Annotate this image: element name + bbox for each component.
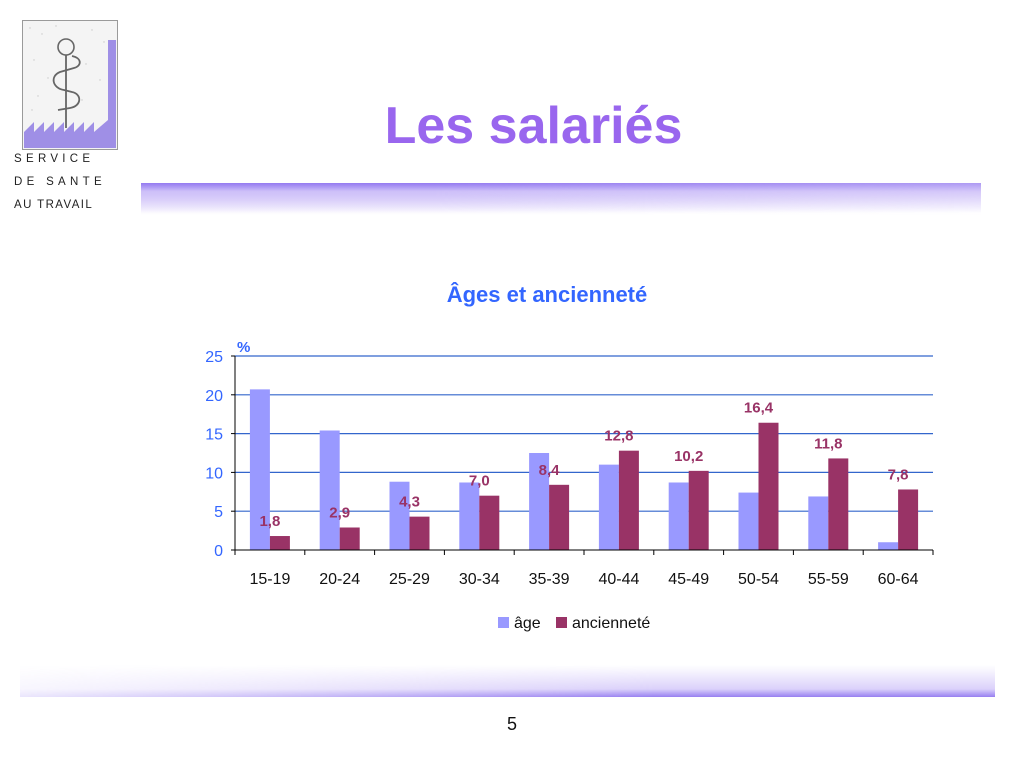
bar-anciennete [758,422,779,550]
logo-text-au-travail: AU TRAVAIL [14,199,94,211]
bar-age [878,542,899,550]
y-axis-unit-label: % [237,339,250,356]
bar-chart: Âges et ancienneté % 0 5 10 15 20 25 15-19 20-2… [205,282,934,632]
x-tick-label: 50-54 [738,571,779,588]
data-label-anciennete: 7,0 [469,473,490,490]
y-tick-label: 15 [205,427,223,444]
x-tick-label: 30-34 [459,571,500,588]
bar-age [389,481,410,550]
bar-age [529,453,550,550]
bar-age [808,496,829,550]
x-tick-label: 35-39 [529,571,570,588]
data-label-anciennete: 16,4 [744,400,774,417]
bar-age [459,482,480,550]
chart-title: Âges et ancienneté [447,282,648,307]
bar-anciennete [618,450,639,550]
page-number: 5 [506,714,517,734]
slide-title: Les salariés [384,97,683,155]
bar-age [249,389,270,550]
bar-anciennete [409,516,430,550]
bar-age [598,464,619,550]
service-sante-logo [22,20,118,150]
data-label-anciennete: 12,8 [604,428,633,445]
bar-age [738,492,759,550]
y-tick-label: 10 [205,465,223,482]
x-tick-label: 55-59 [808,571,849,588]
x-tick-label: 15-19 [249,571,290,588]
data-label-anciennete: 11,8 [814,435,842,452]
data-label-anciennete: 10,2 [674,448,703,465]
bar-anciennete [549,484,570,550]
x-tick-label: 40-44 [598,571,639,588]
bottom-decorative-band [20,665,995,697]
data-label-anciennete: 4,3 [399,494,420,511]
bar-age [319,430,340,550]
x-tick-label: 25-29 [389,571,430,588]
top-decorative-band [141,183,981,215]
bar-anciennete [479,495,500,550]
x-tick-label: 60-64 [878,571,919,588]
logo-text-service: SERVICE [14,153,95,165]
logo-text-de-sante: DE SANTE [14,176,106,188]
data-label-anciennete: 1,8 [259,513,280,530]
y-tick-label: 0 [214,543,223,560]
bar-anciennete [828,458,849,550]
x-tick-label: 45-49 [668,571,709,588]
data-label-anciennete: 7,8 [888,466,909,483]
data-label-anciennete: 2,9 [329,504,350,521]
data-label-anciennete: 8,4 [539,462,561,479]
legend-label-anciennete: ancienneté [572,615,650,632]
y-tick-label: 20 [205,388,223,405]
bar-age [668,482,689,550]
bar-anciennete [688,470,709,550]
bar-anciennete [269,536,290,550]
bar-anciennete [898,489,919,550]
y-tick-label: 25 [205,349,223,366]
legend-swatch-anciennete [556,617,567,628]
legend-swatch-age [498,617,509,628]
y-tick-label: 5 [214,504,223,521]
bar-anciennete [339,527,360,550]
legend-label-age: âge [514,615,541,632]
x-tick-label: 20-24 [319,571,360,588]
